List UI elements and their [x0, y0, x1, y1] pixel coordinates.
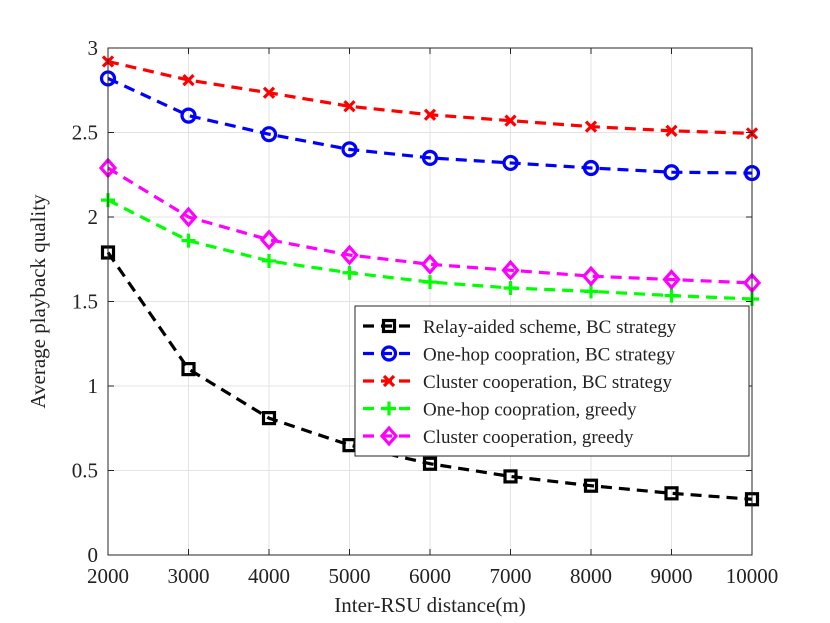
x-tick-label: 10000	[726, 564, 779, 588]
legend-marker-diamond	[379, 425, 399, 447]
x-tick-label: 3000	[168, 564, 210, 588]
data-point-circle	[663, 164, 680, 181]
data-point-square	[422, 456, 438, 471]
x-axis-title: Inter-RSU distance(m)	[334, 593, 525, 617]
data-point-x	[343, 100, 356, 113]
legend-item[interactable]: Cluster cooperation, greedy	[363, 425, 634, 448]
y-tick-label: 3	[88, 36, 99, 60]
y-axis-title: Average playback quality	[26, 194, 50, 409]
data-point-diamond	[581, 265, 601, 287]
y-tick-label: 2	[88, 205, 99, 229]
data-point-plus	[423, 275, 437, 290]
data-point-plus	[342, 265, 357, 280]
legend-label: One-hop coopration, greedy	[423, 400, 637, 421]
legend[interactable]: Relay-aided scheme, BC strategy One-hop c…	[354, 305, 750, 457]
data-point-plus	[503, 280, 518, 295]
legend-marker-square	[381, 318, 397, 334]
legend-label: One-hop coopration, BC strategy	[423, 345, 676, 366]
data-point-square	[181, 362, 196, 377]
x-tick-label: 6000	[409, 564, 451, 588]
legend-item[interactable]: One-hop coopration, greedy	[363, 400, 637, 421]
data-point-square	[503, 469, 518, 484]
series-line	[107, 198, 753, 301]
legend-box	[354, 305, 750, 457]
data-point-diamond	[662, 269, 681, 290]
data-point-circle	[421, 149, 439, 166]
tick-labels: 2000 3000 4000 5000 6000 7000 8000 9000 10000 0 0.…	[72, 36, 779, 588]
y-tick-label: 2.5	[72, 121, 98, 145]
y-tick-label: 0	[88, 543, 99, 567]
data-point-circle	[582, 159, 600, 177]
x-tick-label: 9000	[651, 564, 693, 588]
data-point-x	[504, 114, 517, 127]
y-tick-label: 0.5	[72, 459, 98, 483]
legend-label: Cluster cooperation, BC strategy	[423, 372, 673, 393]
legend-label: Cluster cooperation, greedy	[423, 427, 634, 448]
data-point-square	[583, 478, 599, 493]
legend-marker-circle	[380, 345, 398, 362]
data-point-x	[665, 124, 678, 137]
data-point-circle	[260, 126, 278, 143]
series-line	[107, 76, 753, 175]
data-point-x	[182, 73, 195, 87]
series-1	[100, 245, 760, 507]
x-tick-label: 8000	[570, 564, 612, 588]
y-tick-label: 1	[88, 374, 99, 398]
data-point-square	[261, 411, 277, 426]
series-5	[98, 157, 762, 294]
legend-item[interactable]: One-hop coopration, BC strategy	[363, 345, 676, 366]
data-point-square	[664, 486, 679, 501]
x-tick-label: 4000	[248, 564, 290, 588]
legend-item[interactable]: Relay-aided scheme, BC strategy	[363, 317, 677, 338]
data-point-x	[423, 108, 437, 121]
data-point-circle	[341, 141, 358, 158]
data-point-x	[584, 120, 598, 133]
x-tick-label: 7000	[490, 564, 532, 588]
data-point-plus	[262, 253, 276, 268]
legend-marker-plus	[382, 401, 396, 416]
series-4	[101, 193, 759, 306]
axes	[107, 47, 753, 556]
data-point-diamond	[420, 253, 440, 275]
data-point-plus	[664, 288, 679, 303]
series-2	[99, 70, 761, 182]
data-point-circle	[502, 154, 519, 172]
series-group	[98, 55, 762, 507]
series-3	[101, 55, 759, 140]
legend-item[interactable]: Cluster cooperation, BC strategy	[363, 372, 673, 393]
data-point-diamond	[501, 259, 520, 281]
data-point-diamond	[259, 229, 279, 251]
data-point-circle	[180, 107, 197, 124]
data-point-diamond	[340, 244, 359, 266]
data-point-x	[262, 86, 276, 99]
x-tick-label: 2000	[87, 564, 129, 588]
data-point-diamond	[179, 206, 198, 228]
data-point-plus	[181, 233, 196, 248]
data-point-plus	[584, 284, 598, 299]
legend-label: Relay-aided scheme, BC strategy	[423, 317, 677, 338]
axes-box	[107, 47, 753, 556]
series-line	[106, 251, 753, 501]
y-tick-label: 1.5	[72, 290, 98, 314]
legend-marker-x	[382, 374, 396, 388]
x-tick-label: 5000	[329, 564, 371, 588]
